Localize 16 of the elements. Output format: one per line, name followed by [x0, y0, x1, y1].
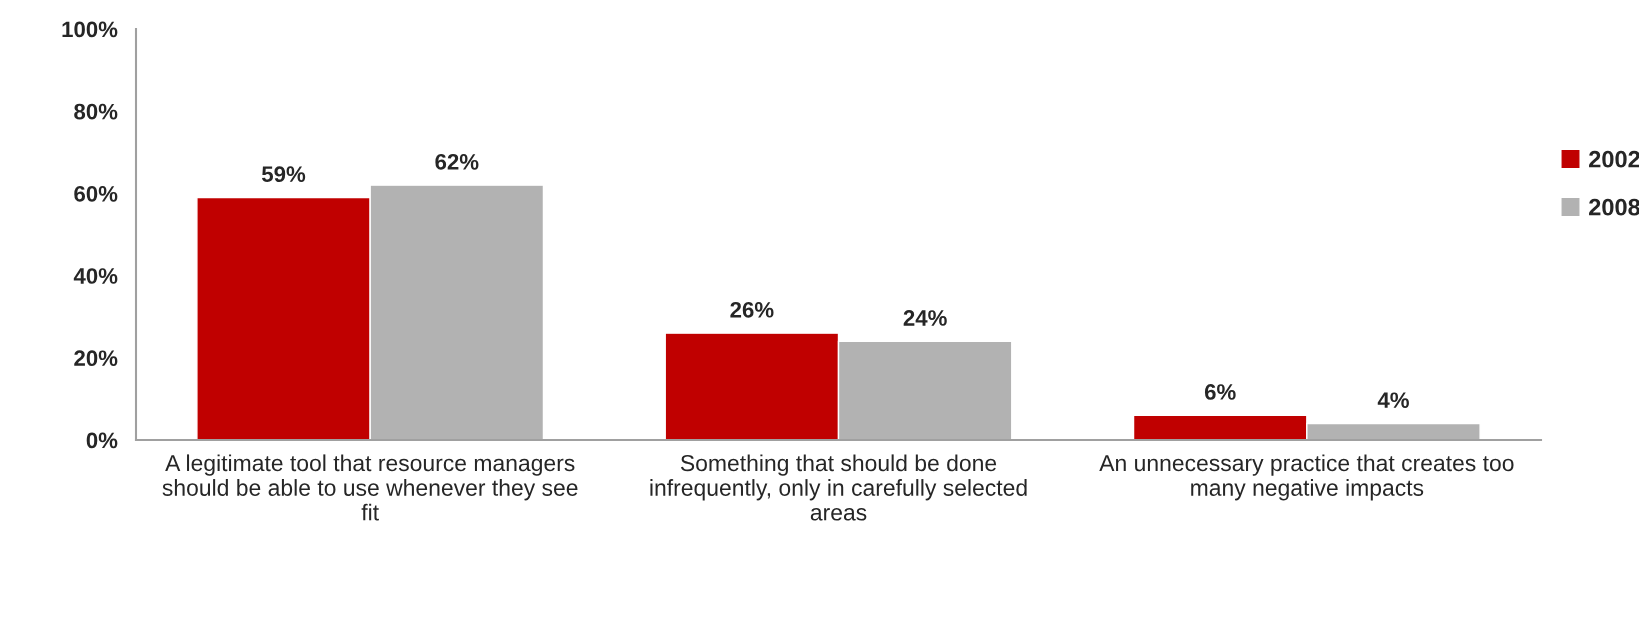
y-tick-label: 80%	[74, 103, 118, 120]
data-label: 62%	[435, 153, 479, 170]
legend-label: 2002	[1589, 150, 1639, 168]
x-tick-label: Something that should be done infrequently, only in carefully selected areas	[650, 454, 1027, 521]
y-tick-label: 0%	[86, 432, 118, 449]
data-label: 26%	[730, 301, 774, 318]
data-label: 4%	[1377, 392, 1409, 409]
y-tick-label: 100%	[62, 21, 118, 38]
y-tick-label: 40%	[73, 268, 118, 284]
data-label: 6%	[1204, 384, 1236, 400]
x-tick-label: A legitimate tool that resource managers should be able to use whenever they see fit	[162, 454, 578, 521]
y-tick-label: 60%	[74, 185, 118, 202]
data-label: 59%	[261, 166, 306, 183]
data-label: 24%	[903, 310, 947, 326]
x-tick-label: An unnecessary practice that creates too many negative impacts	[1099, 454, 1514, 501]
y-tick-label: 20%	[74, 350, 118, 367]
